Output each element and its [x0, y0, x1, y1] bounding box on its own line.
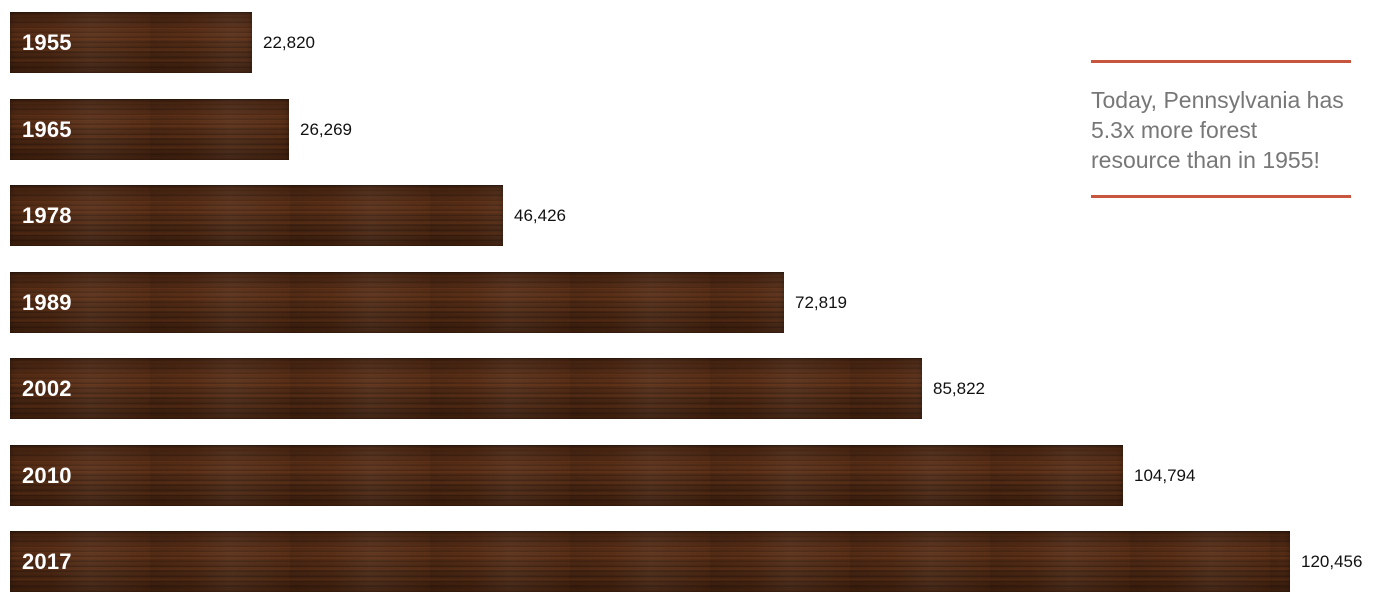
bar-value-label: 22,820: [263, 33, 315, 52]
bar-category-label: 2002: [22, 375, 72, 401]
callout-bottom-rule: [1091, 195, 1351, 198]
bar-1965: 1965: [10, 99, 289, 160]
bar-value-label: 85,822: [933, 379, 985, 398]
bar-1989: 1989: [10, 272, 784, 333]
callout-top-rule: [1091, 60, 1351, 63]
bar-2010: 2010: [10, 445, 1123, 506]
bar-2002: 2002: [10, 358, 922, 419]
bar-1955: 1955: [10, 12, 252, 73]
bar-value-label: 120,456: [1301, 552, 1363, 571]
callout-text: Today, Pennsylvania has 5.3x more forest…: [1091, 87, 1344, 173]
bar-category-label: 2017: [22, 548, 72, 574]
bar-category-label: 2010: [22, 462, 72, 488]
bar-category-label: 1955: [22, 29, 72, 55]
bar-category-label: 1978: [22, 202, 72, 228]
bar-1978: 1978: [10, 185, 503, 246]
bar-2017: 2017: [10, 531, 1290, 592]
bar-value-label: 72,819: [795, 293, 847, 312]
bar-value-label: 104,794: [1134, 466, 1196, 485]
bar-value-label: 26,269: [300, 120, 352, 139]
bar-value-label: 46,426: [514, 206, 566, 225]
callout-box: Today, Pennsylvania has 5.3x more forest…: [1091, 60, 1351, 198]
bar-category-label: 1989: [22, 289, 72, 315]
bar-category-label: 1965: [22, 116, 72, 142]
